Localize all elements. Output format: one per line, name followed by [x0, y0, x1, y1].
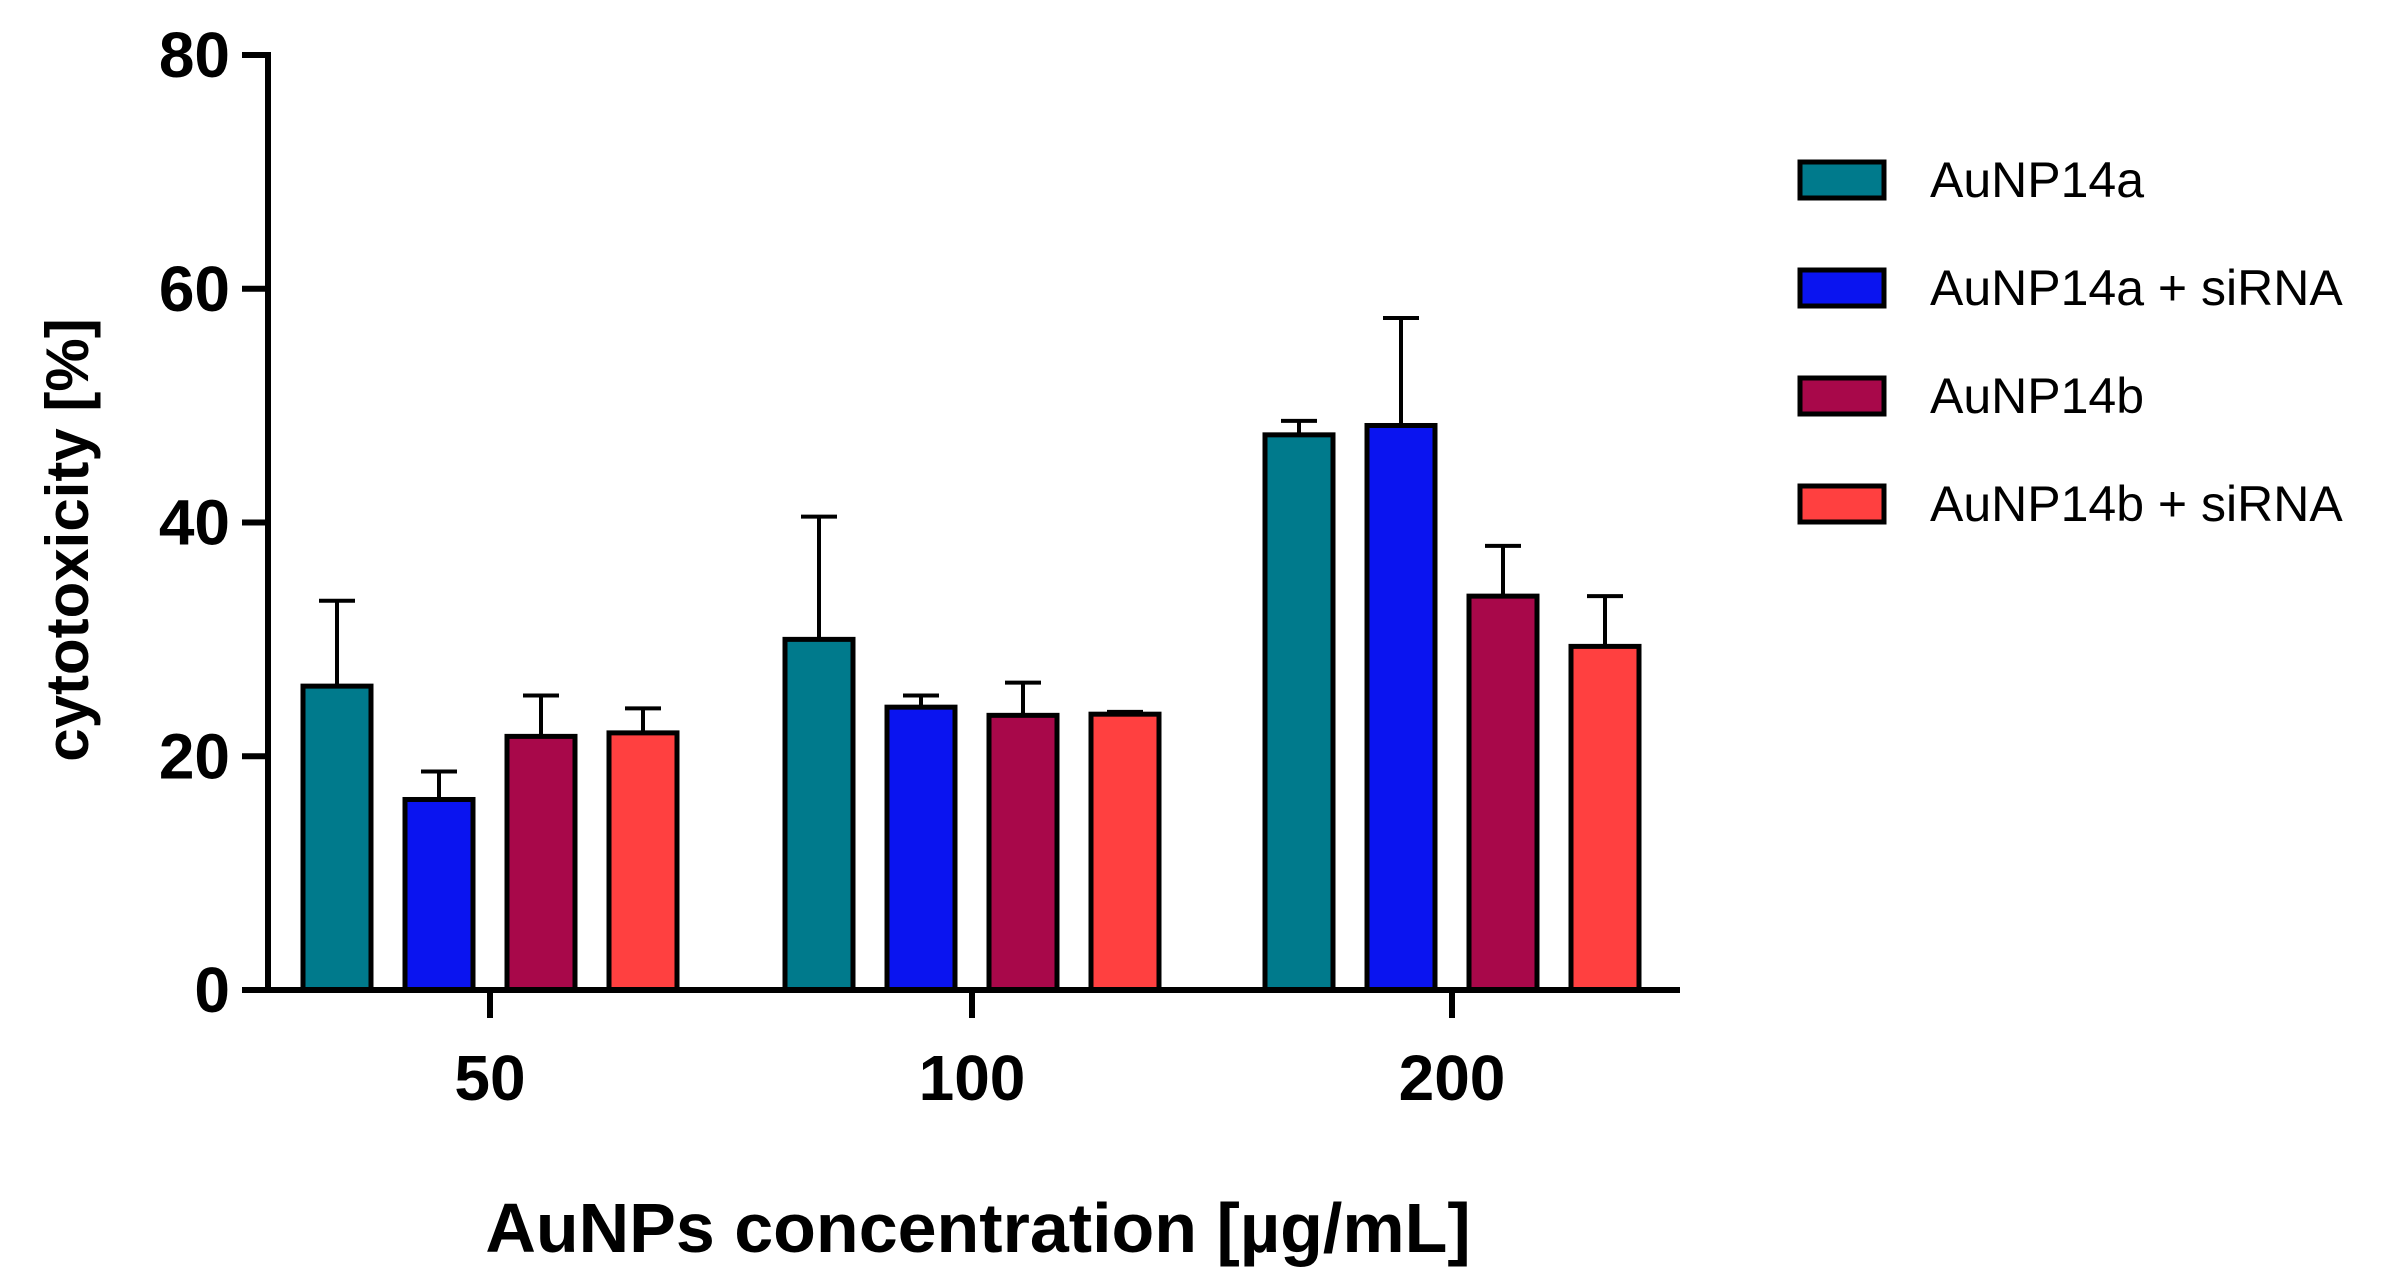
bar-aunp14b-100 — [986, 712, 1060, 993]
axes-layer — [242, 52, 1680, 1018]
legend-label-aunp14b: AuNP14b — [1930, 368, 2144, 424]
legend-item-aunp14b: AuNP14b — [1797, 368, 2144, 424]
error-bar-aunp14a-200 — [1281, 418, 1317, 435]
y-tick-label-80: 80 — [159, 19, 230, 91]
bar-aunp14a-50 — [300, 683, 374, 993]
error-bar-aunp14b-sirna-200 — [1587, 594, 1623, 647]
legend: AuNP14a AuNP14a + siRNA AuNP14b AuNP14b + s… — [1797, 152, 2343, 532]
bar-aunp14a-sirna-100 — [884, 704, 958, 993]
legend-item-aunp14b-sirna: AuNP14b + siRNA — [1797, 476, 2343, 532]
error-bar-aunp14a-sirna-100 — [903, 693, 939, 708]
bars-layer — [300, 422, 1642, 993]
error-bar-aunp14b-200 — [1485, 543, 1521, 597]
error-bars-layer — [319, 315, 1623, 800]
bar-aunp14a-sirna-50 — [402, 796, 476, 993]
error-bar-aunp14a-sirna-50 — [421, 769, 457, 800]
legend-swatch-aunp14b — [1797, 375, 1887, 417]
y-axis-title: cytotoxicity [%] — [34, 318, 101, 761]
x-tick-label-50: 50 — [454, 1042, 525, 1114]
error-bar-aunp14a-sirna-200 — [1383, 315, 1419, 426]
bar-aunp14a-200 — [1262, 432, 1336, 993]
legend-label-aunp14a: AuNP14a — [1930, 152, 2144, 208]
bar-aunp14a-100 — [782, 636, 856, 993]
legend-item-aunp14a: AuNP14a — [1797, 152, 2144, 208]
x-tick-label-200: 200 — [1399, 1042, 1506, 1114]
legend-label-aunp14a-sirna: AuNP14a + siRNA — [1930, 260, 2343, 316]
legend-swatch-aunp14b-sirna — [1797, 483, 1887, 525]
bar-aunp14b-sirna-100 — [1088, 711, 1162, 993]
bar-aunp14b-200 — [1466, 593, 1540, 993]
y-tick-label-60: 60 — [159, 253, 230, 325]
bar-aunp14b-sirna-50 — [606, 730, 680, 993]
error-bar-aunp14b-100 — [1005, 680, 1041, 716]
y-tick-label-0: 0 — [194, 954, 230, 1026]
y-tick-label-40: 40 — [159, 487, 230, 559]
x-tick-label-100: 100 — [919, 1042, 1026, 1114]
legend-item-aunp14a-sirna: AuNP14a + siRNA — [1797, 260, 2343, 316]
error-bar-aunp14b-50 — [523, 693, 559, 737]
x-axis-title: AuNPs concentration [µg/mL] — [485, 1189, 1470, 1267]
error-bar-aunp14a-50 — [319, 598, 355, 687]
legend-swatch-aunp14a — [1797, 159, 1887, 201]
error-bar-aunp14b-sirna-50 — [625, 706, 661, 733]
error-bar-aunp14a-100 — [801, 514, 837, 640]
tick-labels-layer: 0 20 40 60 80 50 100 200 — [159, 19, 1506, 1114]
legend-swatch-aunp14a-sirna — [1797, 267, 1887, 309]
error-bar-aunp14b-sirna-100 — [1107, 709, 1143, 715]
legend-label-aunp14b-sirna: AuNP14b + siRNA — [1930, 476, 2343, 532]
bar-aunp14b-sirna-200 — [1568, 643, 1642, 993]
y-tick-label-20: 20 — [159, 720, 230, 792]
bar-aunp14b-50 — [504, 733, 578, 993]
bar-aunp14a-sirna-200 — [1364, 422, 1438, 993]
